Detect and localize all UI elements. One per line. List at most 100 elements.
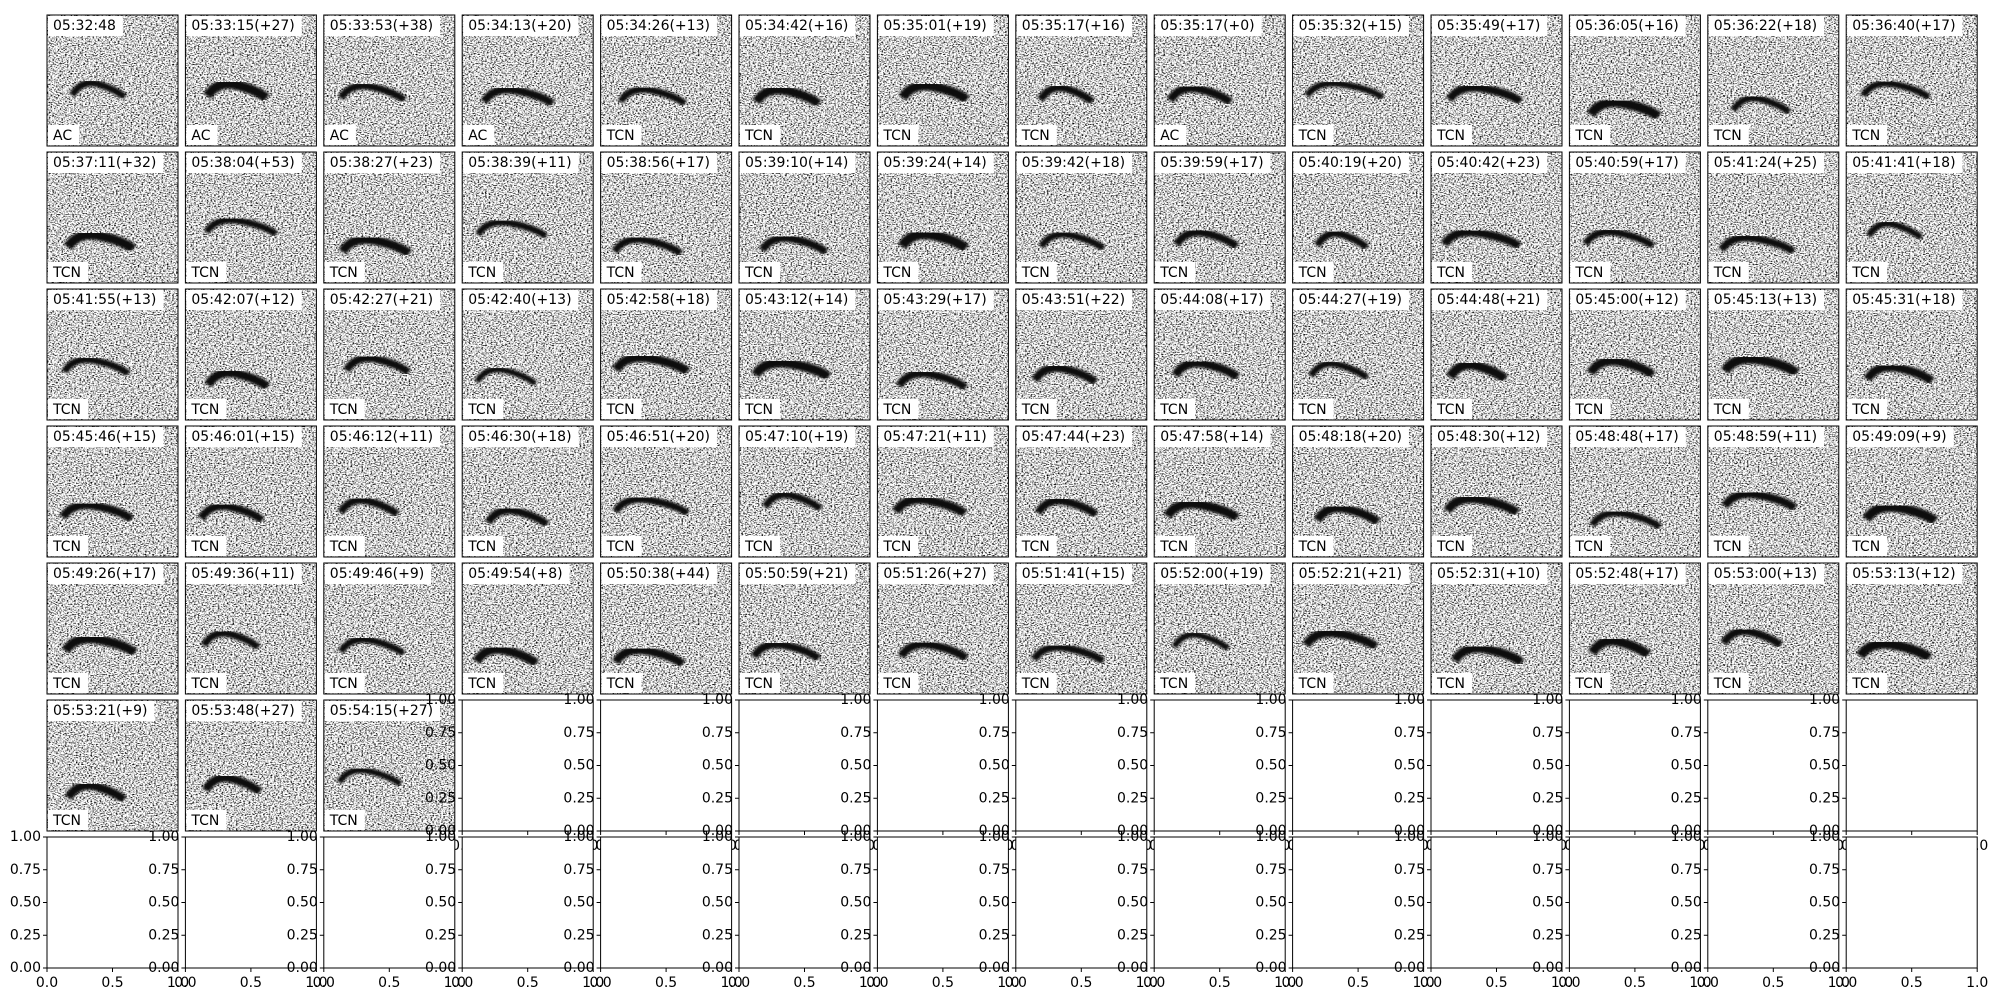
panel-title: 05:47:44(+23) (1022, 429, 1125, 445)
axes-frame (738, 699, 871, 832)
title-box (740, 153, 856, 173)
spectrogram-panel: 05:46:01(+15) TCN (184, 425, 317, 558)
x-tick-label: 1.0 (444, 975, 466, 991)
spectrogram-panel: 05:45:13(+13) TCN (1707, 288, 1840, 421)
panel-title: 05:47:21(+11) (883, 429, 986, 445)
y-tick-label: 0.75 (840, 862, 871, 878)
y-tick-label: 0.25 (1117, 927, 1148, 943)
call-trace (1314, 229, 1370, 251)
y-tick-label: 0.25 (1394, 790, 1425, 806)
panel-label: AC (191, 128, 210, 144)
label-box (186, 399, 227, 419)
panel-title: 05:35:32(+15) (1299, 18, 1402, 34)
panel-title: 05:35:17(+0) (1160, 18, 1254, 34)
panel-frame (1430, 14, 1563, 147)
panel-label: TCN (1713, 539, 1742, 555)
spectrogram-panel: 05:41:24(+25) TCN (1707, 151, 1840, 284)
title-box (463, 153, 579, 173)
spectrogram-noise (462, 563, 594, 694)
label-box (1570, 125, 1611, 145)
panel-label: TCN (1021, 539, 1050, 555)
empty-axes: 0.00 0.25 0.50 0.75 1.00 0.0 0.5 1.0 (702, 829, 881, 991)
label-box (463, 125, 495, 145)
y-tick-label: 0.25 (1809, 927, 1840, 943)
panel-title: 05:49:26(+17) (53, 566, 156, 582)
y-tick-label: 0.00 (425, 960, 456, 976)
panel-frame (1153, 151, 1286, 284)
spectrogram-panel: 05:49:36(+11) TCN (184, 562, 317, 695)
label-box (1708, 262, 1749, 282)
label-box (324, 673, 365, 693)
panel-frame (1707, 14, 1840, 147)
label-box (740, 125, 780, 145)
y-tick-label: 0.50 (1671, 895, 1702, 911)
axes-frame (184, 836, 317, 969)
call-trace (1163, 499, 1240, 522)
axes-frame (46, 836, 179, 969)
panel-frame (738, 14, 871, 147)
label-box (324, 262, 365, 282)
title-box (1708, 290, 1825, 310)
spectrogram-panel: 05:40:42(+23) TCN (1430, 151, 1563, 284)
title-box (740, 427, 856, 447)
y-tick-label: 0.75 (1117, 725, 1148, 741)
spectrogram-noise (1154, 289, 1286, 420)
spectrogram-panel: 05:46:30(+18) TCN (461, 425, 594, 558)
label-box (1708, 536, 1749, 556)
y-tick-label: 1.00 (148, 829, 179, 845)
axes-frame (600, 699, 733, 832)
x-tick-label: 0.5 (932, 975, 954, 991)
y-tick-label: 0.25 (1255, 790, 1286, 806)
spectrogram-panel: 05:42:27(+21) TCN (323, 288, 456, 421)
spectrogram-noise (1015, 152, 1147, 283)
call-trace (203, 216, 279, 237)
y-tick-label: 0.75 (1394, 725, 1425, 741)
label-box (1293, 262, 1334, 282)
y-tick-label: 0.50 (702, 758, 733, 774)
label-box (1293, 399, 1334, 419)
spectrogram-noise (1569, 15, 1701, 146)
panel-title: 05:51:26(+27) (883, 566, 986, 582)
spectrogram-noise (600, 289, 732, 420)
label-box (186, 262, 227, 282)
y-tick-label: 1.00 (425, 692, 456, 708)
spectrogram-panel: 05:47:44(+23) TCN (1015, 425, 1148, 558)
panel-label: AC (468, 128, 487, 144)
y-tick-label: 1.00 (563, 829, 594, 845)
spectrogram-panel: 05:44:48(+21) TCN (1430, 288, 1563, 421)
panel-title: 05:45:00(+12) (1575, 292, 1678, 308)
label-box (1847, 399, 1888, 419)
call-trace (64, 781, 127, 803)
title-box (1155, 153, 1271, 173)
title-box (1016, 564, 1133, 584)
spectrogram-panel: 05:37:11(+32) TCN (46, 151, 179, 284)
title-box (48, 701, 155, 721)
panel-title: 05:53:21(+9) (53, 703, 147, 719)
panel-title: 05:38:56(+17) (607, 155, 710, 171)
axes-frame (323, 836, 456, 969)
panel-title: 05:45:46(+15) (53, 429, 156, 445)
x-tick-label: 1.0 (305, 975, 327, 991)
y-tick-label: 0.75 (1532, 725, 1563, 741)
panel-frame (738, 151, 871, 284)
spectrogram-noise (1431, 289, 1562, 420)
label-box (1432, 399, 1472, 419)
title-box (186, 290, 302, 310)
y-tick-label: 0.75 (1809, 725, 1840, 741)
title-box (1432, 16, 1548, 36)
title-box (878, 153, 994, 173)
label-box (1293, 536, 1334, 556)
spectrogram-noise (1292, 15, 1424, 146)
call-trace (1445, 83, 1524, 106)
spectrogram-noise (47, 563, 178, 694)
spectrogram-panel: 05:48:48(+17) TCN (1568, 425, 1701, 558)
call-trace (1856, 639, 1933, 662)
title-box (1293, 564, 1409, 584)
y-tick-label: 0.50 (1809, 895, 1840, 911)
y-tick-label: 1.00 (1117, 829, 1148, 845)
title-box (1432, 153, 1548, 173)
spectrogram-panel: 05:39:59(+17) TCN (1153, 151, 1286, 284)
panel-label: TCN (1574, 676, 1603, 692)
panel-frame (184, 151, 317, 284)
spectrogram-noise (1431, 426, 1562, 557)
